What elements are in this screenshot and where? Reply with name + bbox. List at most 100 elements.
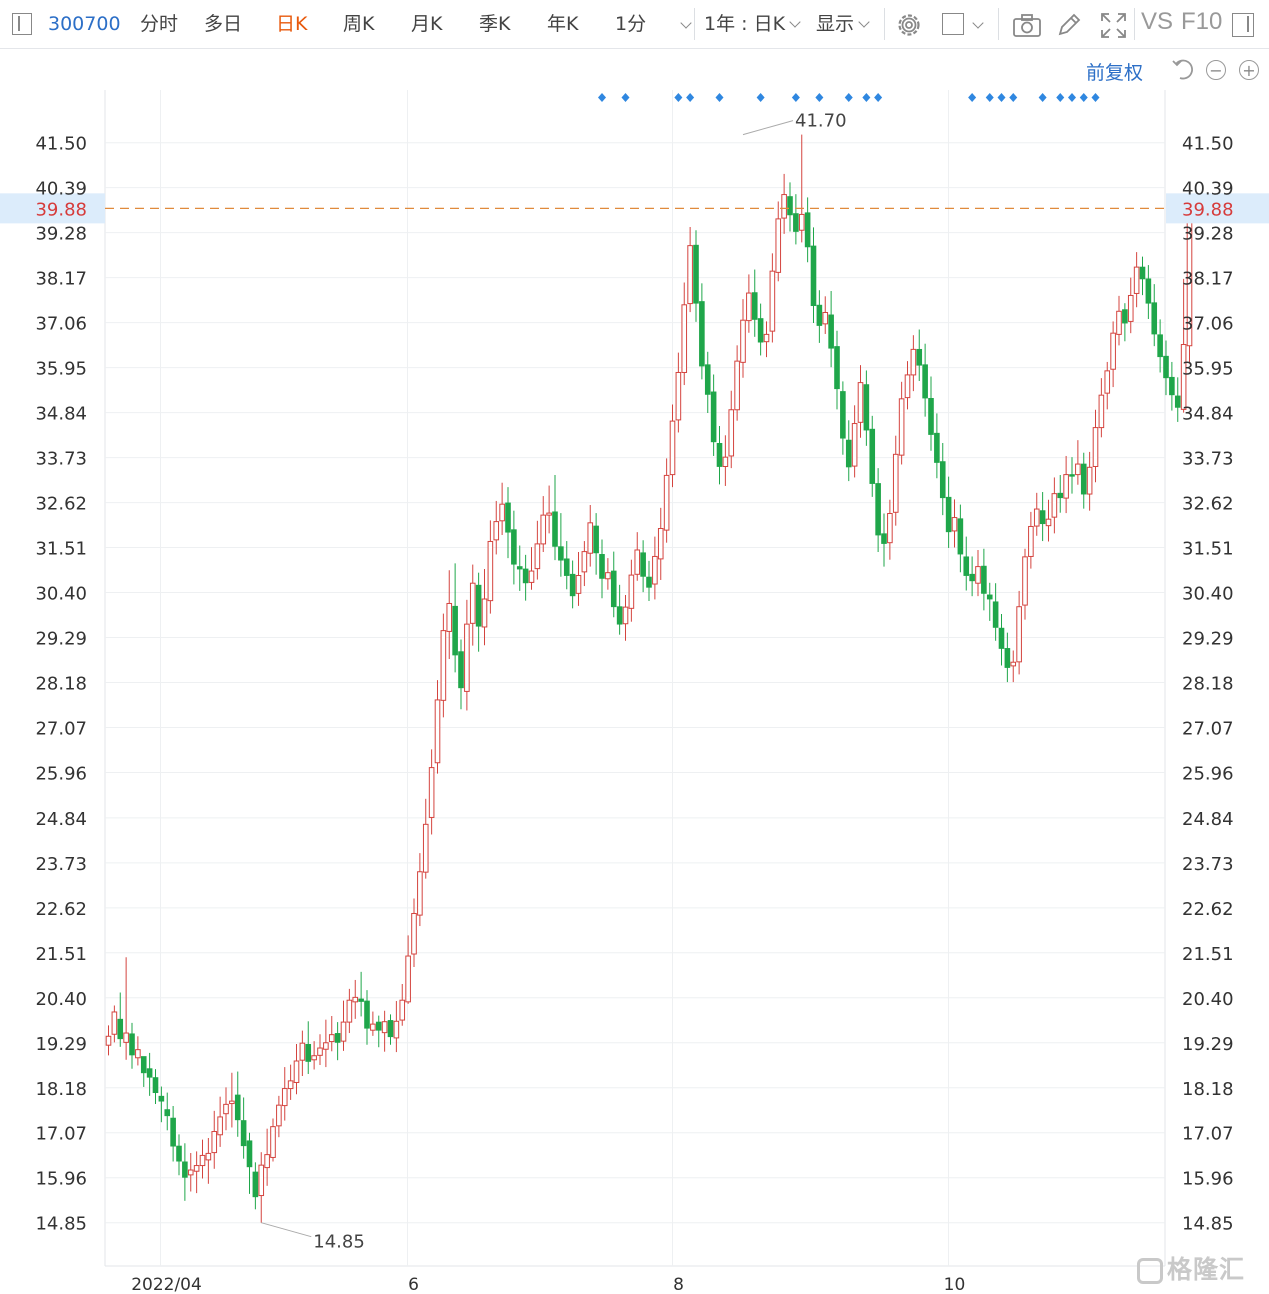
candle-body: [446, 602, 453, 632]
candle: [1092, 409, 1099, 483]
candle-body: [628, 574, 635, 609]
candle-body: [1163, 355, 1169, 379]
range-selector[interactable]: 1年 : 日K: [704, 12, 801, 36]
candle-body: [1004, 648, 1011, 668]
candle-body: [252, 1171, 259, 1198]
candle: [857, 365, 864, 438]
candle-body: [164, 1109, 171, 1117]
camera-icon[interactable]: [1012, 12, 1042, 42]
tab-1min[interactable]: 1分: [615, 13, 647, 35]
gear-icon[interactable]: [895, 11, 923, 43]
candle: [469, 564, 476, 646]
display-label: 显示: [816, 13, 855, 35]
candle-body: [887, 513, 893, 544]
candle: [516, 545, 523, 591]
sidebar-toggle-icon[interactable]: [12, 13, 32, 35]
candle: [364, 990, 370, 1045]
candle: [581, 541, 588, 587]
candle: [317, 1034, 323, 1066]
candle-body: [399, 999, 406, 1021]
undo-icon[interactable]: [1172, 58, 1196, 86]
candle: [840, 381, 846, 455]
display-menu[interactable]: 显示: [816, 12, 870, 36]
candle-body: [687, 245, 693, 305]
square-icon[interactable]: [942, 13, 964, 35]
candle: [129, 1022, 135, 1069]
candle: [681, 282, 688, 386]
candle: [1163, 340, 1169, 396]
tab-week-k[interactable]: 周K: [343, 13, 375, 35]
candle: [176, 1134, 182, 1176]
candle-body: [934, 432, 940, 463]
candle-body: [234, 1094, 241, 1121]
y-tick-label-left: 37.06: [35, 314, 87, 335]
x-tick-label: 8: [673, 1275, 684, 1294]
zoom-in-icon[interactable]: +: [1239, 60, 1259, 80]
candle-body: [928, 398, 934, 435]
candle-body: [699, 301, 705, 367]
tab-year-k[interactable]: 年K: [547, 13, 579, 35]
y-tick-label-right: 30.40: [1182, 584, 1234, 605]
candle: [487, 520, 494, 614]
candle-body: [610, 570, 617, 608]
candle: [828, 291, 834, 368]
tab-month-k[interactable]: 月K: [411, 13, 443, 35]
candle: [910, 335, 917, 392]
candle-body: [1151, 302, 1158, 335]
candle: [199, 1139, 206, 1179]
candle: [1122, 303, 1128, 342]
toolbar-divider: [998, 8, 999, 40]
candle-body: [135, 1049, 141, 1059]
tab-duori[interactable]: 多日: [204, 13, 243, 35]
tab-quarter-k[interactable]: 季K: [479, 13, 511, 35]
pencil-icon[interactable]: [1056, 12, 1082, 42]
candle: [728, 390, 735, 469]
fullscreen-icon[interactable]: [1100, 12, 1127, 43]
candle: [458, 639, 464, 710]
candle-body: [969, 573, 975, 582]
vs-button[interactable]: VS: [1141, 8, 1174, 35]
y-tick-label-right: 41.50: [1182, 134, 1234, 155]
panel-icon[interactable]: [1232, 13, 1254, 37]
candle-body: [1080, 463, 1087, 495]
tab-fenshi[interactable]: 分时: [140, 13, 179, 35]
candle-body: [534, 543, 541, 570]
candle: [763, 321, 770, 358]
candle: [904, 361, 911, 410]
candle-body: [182, 1161, 188, 1178]
candle-body: [511, 529, 517, 565]
f10-button[interactable]: F10: [1181, 8, 1223, 35]
event-marker: [874, 93, 883, 102]
y-tick-label-left: 32.62: [35, 494, 87, 515]
y-tick-label-left: 21.51: [35, 944, 87, 965]
candle: [892, 435, 899, 526]
candle: [252, 1162, 259, 1210]
candle-body: [710, 391, 717, 443]
candle-body: [1139, 266, 1146, 280]
y-tick-label-left: 38.17: [35, 269, 87, 290]
y-tick-label-right: 37.06: [1182, 314, 1234, 335]
candle: [798, 134, 805, 243]
candle: [393, 1001, 400, 1053]
stock-code[interactable]: 300700: [48, 13, 121, 35]
current-price-badge-right: [1166, 193, 1269, 224]
candle-body: [587, 522, 594, 554]
candle-body: [904, 374, 911, 399]
candle-body: [834, 346, 840, 390]
candle-body: [1127, 294, 1134, 322]
candle-body: [775, 218, 782, 273]
candle-body: [581, 551, 588, 573]
event-marker: [1056, 93, 1065, 102]
candle: [146, 1052, 153, 1096]
candle-body: [1045, 518, 1052, 527]
candle-body: [957, 518, 964, 555]
candle: [1086, 451, 1093, 511]
candle: [140, 1056, 147, 1087]
zoom-out-icon[interactable]: −: [1206, 60, 1226, 80]
tab-day-k[interactable]: 日K: [276, 13, 308, 35]
candle-body: [475, 584, 482, 627]
candle: [1045, 499, 1052, 542]
event-marker: [968, 93, 977, 102]
adjust-mode-button[interactable]: 前复权: [1086, 62, 1144, 84]
